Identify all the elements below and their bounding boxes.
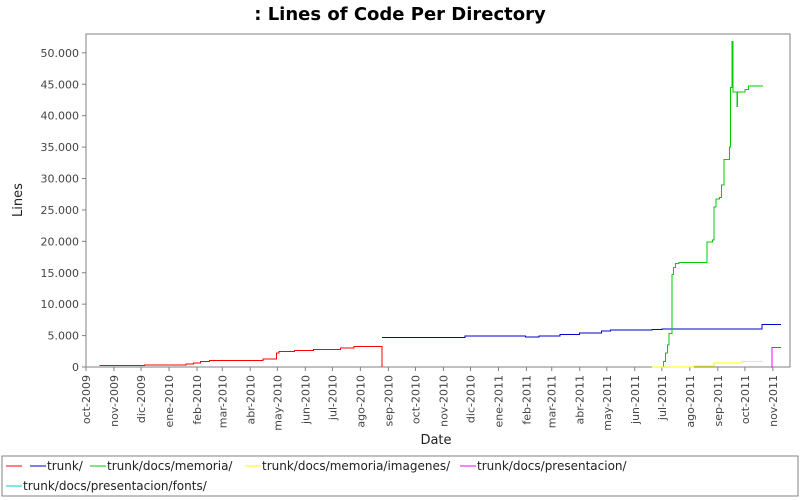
x-axis: oct-2009 nov-2009 dic-2009 ene-2010 feb-2010… — [80, 367, 780, 431]
y-tick-label: 5.000 — [48, 330, 80, 343]
x-tick-label: may-2010 — [271, 375, 284, 431]
x-tick-label: jun-2010 — [299, 375, 312, 425]
plot-area — [85, 33, 791, 368]
legend-label-2: trunk/docs/memoria/ — [107, 459, 233, 473]
legend-label-4: trunk/docs/presentacion/ — [477, 459, 628, 473]
y-tick-label: 50.000 — [41, 47, 80, 60]
x-tick-label: may-2011 — [601, 375, 614, 431]
x-tick-label: feb-2011 — [520, 375, 533, 425]
x-tick-label: abr-2010 — [244, 375, 257, 425]
x-tick-label: dic-2009 — [135, 375, 148, 423]
legend-box — [1, 455, 799, 497]
x-tick-label: dic-2010 — [464, 375, 477, 423]
y-tick-label: 25.000 — [41, 204, 80, 217]
series-line-4 — [771, 347, 781, 368]
y-tick-label: 40.000 — [41, 110, 80, 123]
y-tick-label: 45.000 — [41, 78, 80, 91]
y-tick-label: 10.000 — [41, 298, 80, 311]
x-tick-label: nov-2010 — [437, 375, 450, 427]
x-tick-label: abr-2011 — [574, 375, 587, 425]
x-tick-label: nov-2011 — [767, 375, 780, 427]
series-line-2 — [661, 41, 763, 368]
legend-label-3: trunk/docs/memoria/imagenes/ — [262, 459, 451, 473]
x-tick-label: jul-2010 — [326, 375, 339, 421]
x-tick-label: nov-2009 — [108, 375, 121, 427]
x-tick-label: ago-2011 — [684, 375, 697, 428]
legend: trunk/trunk/docs/memoria/trunk/docs/memo… — [6, 459, 628, 493]
x-tick-label: jun-2011 — [629, 375, 642, 425]
x-tick-label: oct-2009 — [80, 375, 93, 424]
y-tick-label: 35.000 — [41, 141, 80, 154]
y-tick-label: 0 — [72, 361, 79, 374]
y-tick-label: 20.000 — [41, 235, 80, 248]
chart-title: : Lines of Code Per Directory — [254, 4, 546, 25]
legend-label-1: trunk/ — [47, 459, 84, 473]
x-tick-label: mar-2010 — [216, 375, 229, 428]
x-tick-label: sep-2010 — [382, 375, 395, 426]
y-tick-label: 15.000 — [41, 267, 80, 280]
x-tick-label: jul-2011 — [656, 375, 669, 421]
x-tick-label: ene-2010 — [163, 375, 176, 427]
series-line-3 — [651, 360, 763, 368]
y-axis-label: Lines — [11, 183, 26, 217]
x-tick-label: mar-2011 — [546, 375, 559, 428]
series-line-0 — [99, 345, 383, 367]
x-tick-label: oct-2011 — [739, 375, 752, 424]
series-line-1 — [382, 324, 781, 338]
x-axis-label: Date — [420, 433, 451, 448]
x-tick-label: ene-2011 — [492, 375, 505, 427]
x-tick-label: oct-2010 — [409, 375, 422, 424]
legend-label-5: trunk/docs/presentacion/fonts/ — [23, 479, 208, 493]
plot-series — [99, 41, 781, 368]
x-tick-label: feb-2010 — [191, 375, 204, 425]
x-tick-label: sep-2011 — [712, 375, 725, 426]
y-tick-label: 30.000 — [41, 173, 80, 186]
y-axis: 0 5.000 10.000 15.000 20.000 25.000 30.000 35.0… — [41, 47, 86, 374]
x-tick-label: ago-2010 — [354, 375, 367, 428]
